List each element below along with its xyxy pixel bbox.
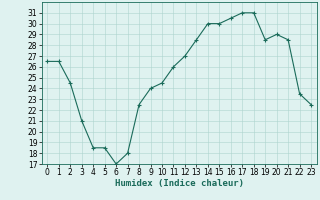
X-axis label: Humidex (Indice chaleur): Humidex (Indice chaleur) [115,179,244,188]
